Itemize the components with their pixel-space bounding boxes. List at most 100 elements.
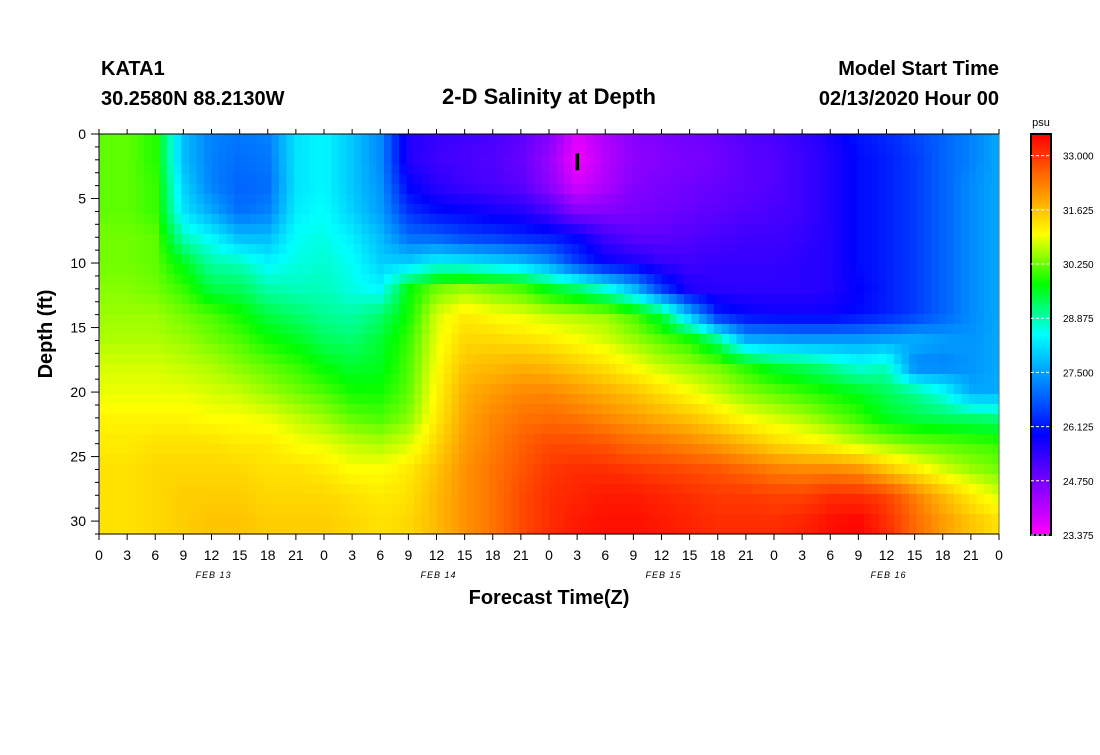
heatmap-cell: [826, 354, 835, 365]
heatmap-cell: [579, 454, 588, 465]
heatmap-cell: [706, 214, 715, 225]
heatmap-cell: [249, 454, 258, 465]
heatmap-cell: [774, 264, 783, 275]
heatmap-cell: [121, 204, 130, 215]
heatmap-cell: [271, 234, 280, 245]
heatmap-cell: [279, 464, 288, 475]
heatmap-cell: [654, 134, 663, 145]
heatmap-cell: [196, 254, 205, 265]
heatmap-cell: [594, 174, 603, 185]
heatmap-cell: [721, 194, 730, 205]
heatmap-cell: [624, 274, 633, 285]
heatmap-cell: [946, 194, 955, 205]
heatmap-cell: [661, 274, 670, 285]
heatmap-cell: [841, 394, 850, 405]
heatmap-cell: [301, 174, 310, 185]
heatmap-cell: [181, 494, 190, 505]
heatmap-cell: [729, 464, 738, 475]
heatmap-cell: [841, 344, 850, 355]
heatmap-cell: [841, 184, 850, 195]
heatmap-cell: [466, 474, 475, 485]
heatmap-cell: [924, 344, 933, 355]
heatmap-cell: [751, 354, 760, 365]
heatmap-cell: [991, 484, 1000, 495]
x-tick-label: 9: [404, 547, 412, 563]
heatmap-cell: [391, 434, 400, 445]
heatmap-cell: [271, 264, 280, 275]
heatmap-cell: [414, 374, 423, 385]
heatmap-cell: [219, 354, 228, 365]
heatmap-cell: [759, 364, 768, 375]
heatmap-cell: [481, 194, 490, 205]
heatmap-cell: [129, 224, 138, 235]
heatmap-cell: [684, 394, 693, 405]
heatmap-cell: [391, 424, 400, 435]
heatmap-cell: [271, 484, 280, 495]
heatmap-cell: [744, 304, 753, 315]
heatmap-cell: [676, 134, 685, 145]
heatmap-cell: [856, 274, 865, 285]
heatmap-cell: [654, 524, 663, 535]
heatmap-cell: [391, 464, 400, 475]
heatmap-cell: [811, 404, 820, 415]
heatmap-cell: [436, 344, 445, 355]
heatmap-cell: [571, 334, 580, 345]
heatmap-cell: [241, 164, 250, 175]
heatmap-cell: [796, 144, 805, 155]
heatmap-cell: [721, 274, 730, 285]
heatmap-cell: [631, 184, 640, 195]
heatmap-cell: [534, 524, 543, 535]
heatmap-cell: [136, 514, 145, 525]
heatmap-cell: [669, 274, 678, 285]
heatmap-cell: [654, 404, 663, 415]
heatmap-cell: [271, 334, 280, 345]
heatmap-cell: [729, 334, 738, 345]
heatmap-cell: [586, 424, 595, 435]
heatmap-cell: [504, 474, 513, 485]
heatmap-cell: [976, 424, 985, 435]
heatmap-cell: [286, 364, 295, 375]
heatmap-cell: [106, 184, 115, 195]
heatmap-cell: [241, 324, 250, 335]
heatmap-cell: [181, 464, 190, 475]
heatmap-cell: [181, 414, 190, 425]
heatmap-cell: [841, 284, 850, 295]
heatmap-cell: [189, 484, 198, 495]
heatmap-cell: [294, 484, 303, 495]
heatmap-cell: [759, 434, 768, 445]
heatmap-cell: [151, 284, 160, 295]
heatmap-cell: [849, 354, 858, 365]
heatmap-cell: [399, 204, 408, 215]
heatmap-cell: [931, 144, 940, 155]
heatmap-cell: [121, 494, 130, 505]
heatmap-cell: [691, 464, 700, 475]
heatmap-cell: [361, 484, 370, 495]
heatmap-cell: [639, 194, 648, 205]
heatmap-cell: [211, 194, 220, 205]
heatmap-cell: [414, 514, 423, 525]
heatmap-cell: [346, 324, 355, 335]
heatmap-cell: [729, 184, 738, 195]
heatmap-cell: [294, 344, 303, 355]
heatmap-cell: [444, 264, 453, 275]
heatmap-cell: [826, 474, 835, 485]
heatmap-cell: [309, 424, 318, 435]
heatmap-cell: [159, 314, 168, 325]
heatmap-cell: [444, 274, 453, 285]
heatmap-cell: [826, 454, 835, 465]
heatmap-cell: [204, 334, 213, 345]
heatmap-cell: [106, 144, 115, 155]
heatmap-cell: [954, 134, 963, 145]
heatmap-cell: [661, 244, 670, 255]
heatmap-cell: [774, 194, 783, 205]
heatmap-cell: [549, 514, 558, 525]
x-tick-label: 21: [738, 547, 754, 563]
heatmap-cell: [969, 234, 978, 245]
heatmap-cell: [624, 214, 633, 225]
heatmap-cell: [661, 334, 670, 345]
heatmap-cell: [856, 284, 865, 295]
heatmap-cell: [571, 474, 580, 485]
heatmap-cell: [444, 374, 453, 385]
heatmap-cell: [789, 414, 798, 425]
